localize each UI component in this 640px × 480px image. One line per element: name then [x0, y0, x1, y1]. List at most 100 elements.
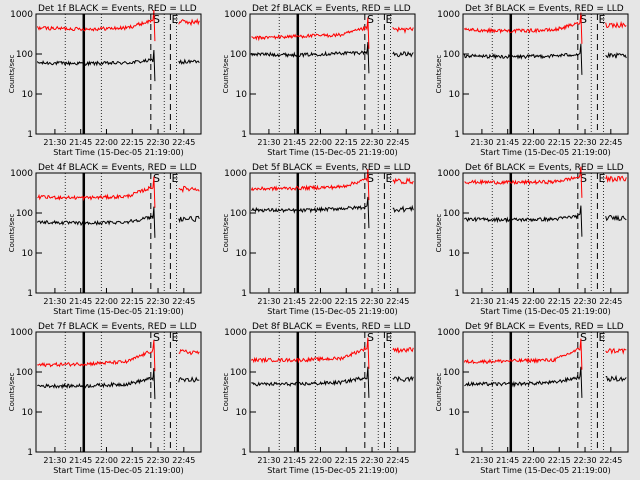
y-axis-label: Counts/sec [222, 373, 230, 412]
y-tick-label: 100 [16, 209, 33, 219]
y-tick-label: 1000 [224, 328, 247, 338]
x-tick-label: 21:45 [283, 456, 306, 465]
y-tick-label: 10 [449, 408, 461, 418]
x-tick-label: 22:30 [574, 456, 597, 465]
lld-series-line [178, 185, 200, 194]
marker-label: E [172, 331, 179, 344]
plot-frame [249, 331, 416, 453]
y-tick-label: 1000 [10, 169, 33, 179]
marker-label: E [172, 13, 179, 26]
marker-label: E [599, 13, 606, 26]
events-series-line [605, 374, 627, 383]
y-tick-label: 1 [27, 130, 33, 140]
events-series-line [251, 366, 370, 398]
x-tick-label: 22:30 [147, 297, 170, 306]
x-axis-label: Start Time (15-Dec-05 21:19:00) [267, 466, 398, 475]
y-tick-label: 100 [230, 50, 247, 60]
panel-title: Det 5f BLACK = Events, RED = LLD [252, 163, 411, 173]
y-tick-label: 10 [449, 249, 461, 259]
y-tick-label: 10 [449, 90, 461, 100]
y-tick-label: 1 [454, 448, 460, 458]
x-tick-label: 21:45 [69, 297, 92, 306]
events-series-line [178, 215, 200, 224]
y-tick-label: 1000 [437, 169, 460, 179]
x-tick-label: 21:30 [43, 138, 66, 147]
x-tick-label: 21:30 [43, 456, 66, 465]
x-tick-label: 22:15 [548, 138, 571, 147]
x-axis-label: Start Time (15-Dec-05 21:19:00) [480, 148, 611, 157]
x-tick-label: 22:15 [335, 138, 358, 147]
x-tick-label: 21:45 [69, 138, 92, 147]
x-tick-label: 21:45 [496, 138, 519, 147]
y-axis-label: Counts/sec [435, 55, 443, 94]
lld-series-line [605, 20, 627, 29]
plot-frame [35, 13, 202, 135]
x-tick-label: 22:30 [147, 138, 170, 147]
x-tick-label: 21:30 [470, 297, 493, 306]
y-tick-label: 100 [16, 50, 33, 60]
x-tick-label: 22:45 [599, 456, 622, 465]
x-tick-label: 22:30 [574, 297, 597, 306]
y-tick-label: 100 [230, 209, 247, 219]
panel-title: Det 9f BLACK = Events, RED = LLD [465, 322, 624, 332]
x-axis-label: Start Time (15-Dec-05 21:19:00) [267, 307, 398, 316]
x-tick-label: 21:30 [257, 297, 280, 306]
x-tick-label: 22:15 [121, 456, 144, 465]
events-series-line [392, 204, 414, 214]
marker-label: S [580, 13, 587, 26]
x-tick-label: 22:00 [309, 456, 332, 465]
lld-series-line [178, 18, 200, 27]
x-tick-label: 22:45 [599, 297, 622, 306]
y-tick-label: 1 [454, 130, 460, 140]
marker-label: S [367, 331, 374, 344]
y-tick-label: 1 [241, 448, 247, 458]
y-axis-label: Counts/sec [8, 55, 16, 94]
plot-frame [462, 13, 629, 135]
x-tick-label: 22:45 [386, 456, 409, 465]
y-tick-label: 1000 [437, 328, 460, 338]
events-series-line [392, 375, 414, 383]
x-tick-label: 22:00 [522, 297, 545, 306]
plot-frame [249, 172, 416, 294]
y-tick-label: 10 [22, 90, 34, 100]
y-tick-label: 1000 [437, 10, 460, 20]
y-tick-label: 100 [16, 368, 33, 378]
x-tick-label: 21:30 [257, 456, 280, 465]
marker-label: S [153, 13, 160, 26]
x-tick-label: 22:15 [121, 297, 144, 306]
x-axis-label: Start Time (15-Dec-05 21:19:00) [267, 148, 398, 157]
y-axis-label: Counts/sec [435, 373, 443, 412]
x-tick-label: 22:30 [361, 138, 384, 147]
lld-series-line [37, 339, 156, 372]
x-tick-label: 22:00 [95, 456, 118, 465]
lld-series-line [250, 337, 370, 369]
panel-title: Det 7f BLACK = Events, RED = LLD [38, 322, 197, 332]
y-tick-label: 100 [443, 368, 460, 378]
x-tick-label: 22:00 [309, 138, 332, 147]
x-tick-label: 22:45 [386, 297, 409, 306]
x-tick-label: 22:45 [386, 138, 409, 147]
x-tick-label: 22:00 [309, 297, 332, 306]
plot-frame [462, 172, 629, 294]
x-tick-label: 21:30 [43, 297, 66, 306]
events-series-line [36, 49, 156, 82]
lld-series-line [392, 346, 414, 354]
events-series-line [36, 206, 156, 238]
y-tick-label: 10 [236, 90, 248, 100]
events-series-line [464, 366, 583, 398]
lld-series-line [251, 17, 370, 49]
y-axis-label: Counts/sec [8, 214, 16, 253]
x-tick-label: 21:45 [283, 138, 306, 147]
y-axis-label: Counts/sec [222, 55, 230, 94]
x-tick-label: 21:45 [69, 456, 92, 465]
panel-title: Det 1f BLACK = Events, RED = LLD [38, 4, 197, 14]
x-tick-label: 22:00 [522, 456, 545, 465]
events-series-line [392, 50, 414, 58]
